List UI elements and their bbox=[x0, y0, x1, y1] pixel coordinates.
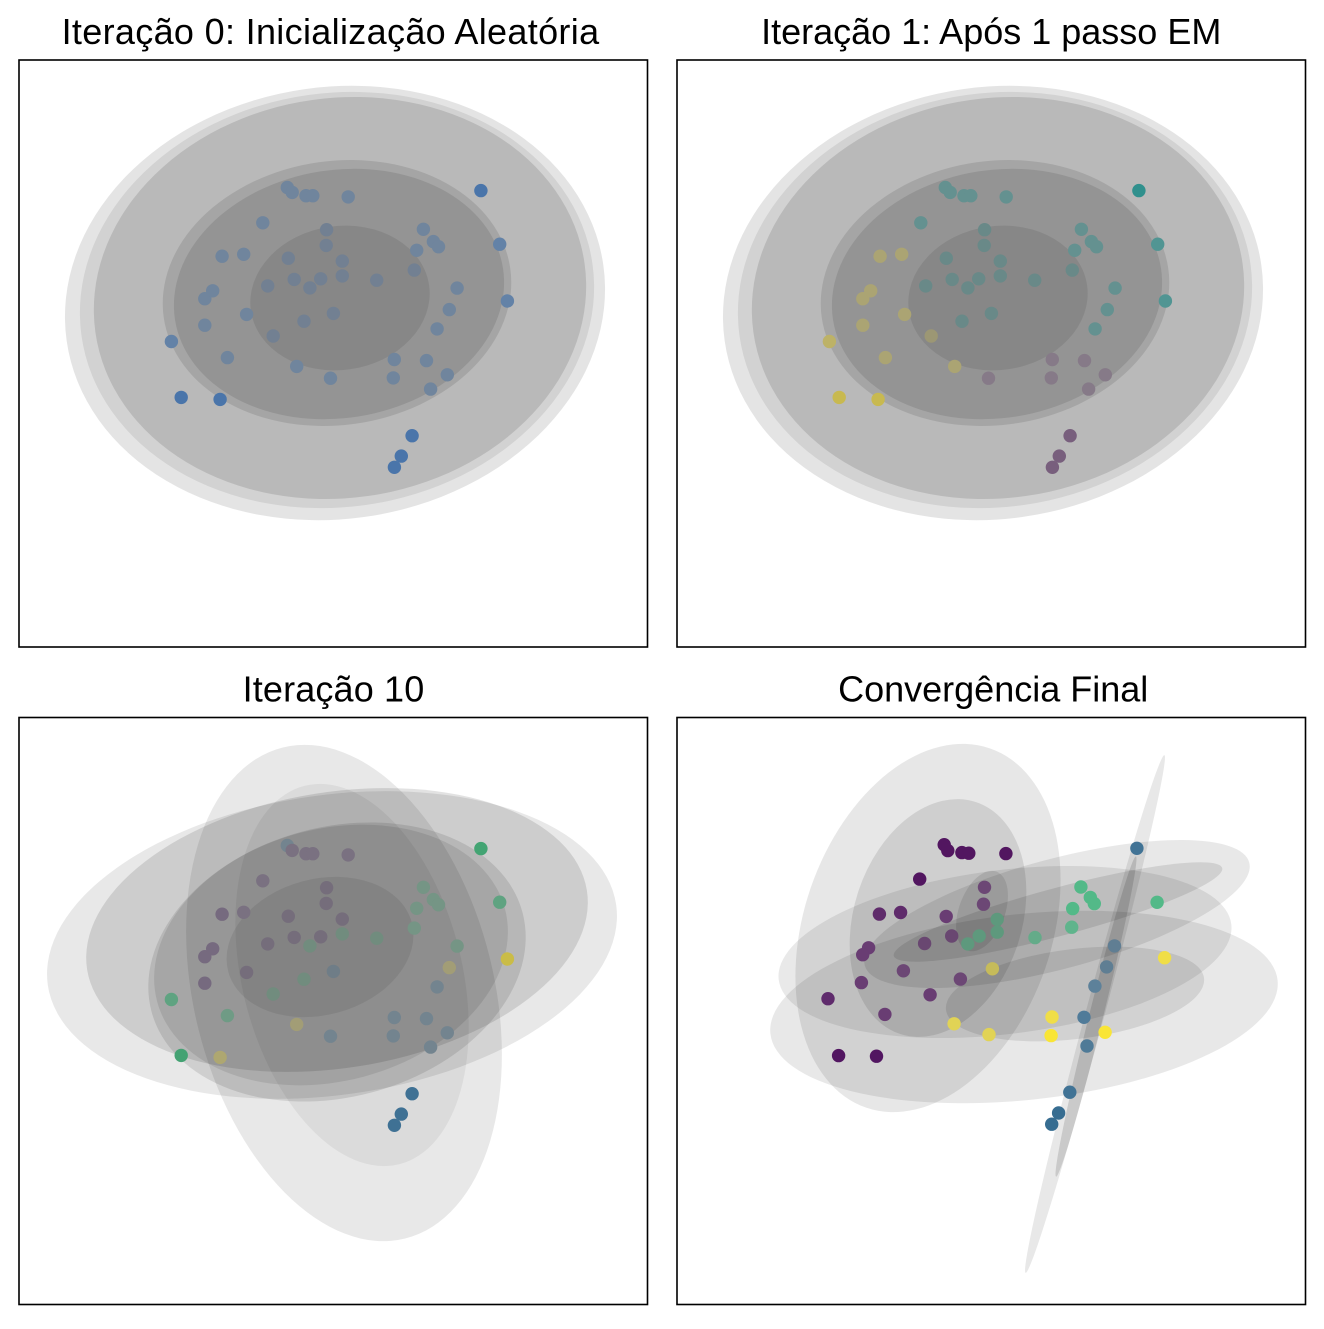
svg-text:Iteração 1: Após 1 passo EM: Iteração 1: Após 1 passo EM bbox=[761, 11, 1221, 52]
svg-text:Iteração 0: Inicialização Alea: Iteração 0: Inicialização Aleatória bbox=[62, 11, 601, 52]
svg-text:Iteração 10: Iteração 10 bbox=[243, 669, 425, 710]
svg-text:Convergência Final: Convergência Final bbox=[838, 669, 1148, 710]
